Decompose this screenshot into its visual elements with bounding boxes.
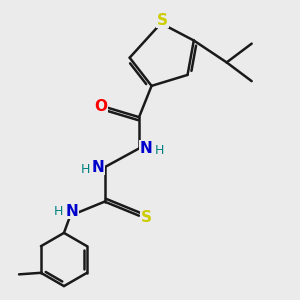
Text: N: N (140, 141, 152, 156)
Text: H: H (54, 205, 63, 218)
Text: N: N (65, 203, 78, 218)
Text: N: N (92, 160, 104, 175)
Text: H: H (155, 144, 164, 158)
Text: S: S (157, 13, 168, 28)
Text: S: S (140, 210, 152, 225)
Text: H: H (80, 163, 90, 176)
Text: O: O (94, 99, 107, 114)
